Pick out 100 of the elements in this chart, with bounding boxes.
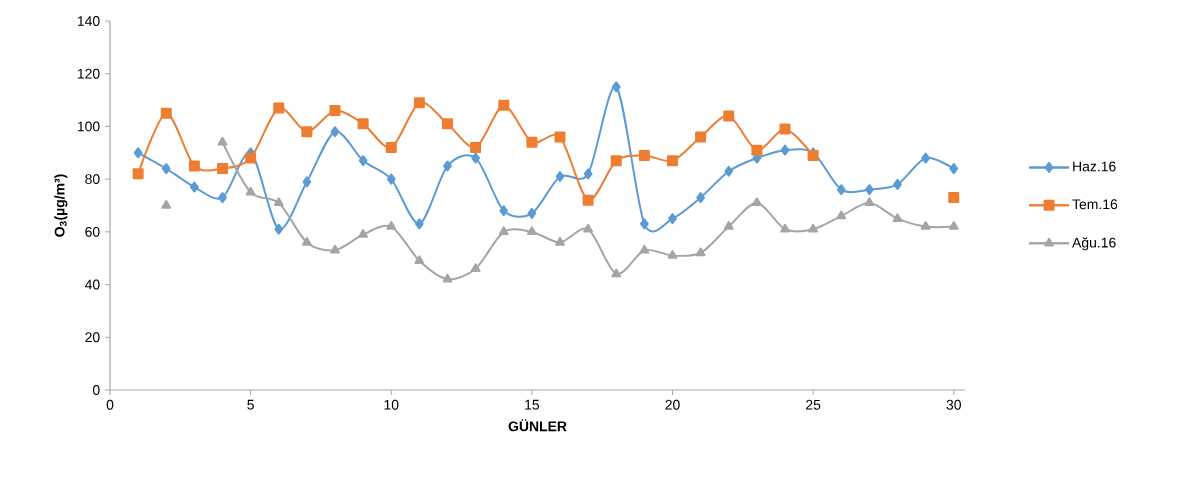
point [413,97,425,109]
point [330,126,340,138]
point [442,273,453,283]
y-tick-label: 120 [77,68,100,79]
point [808,223,819,233]
x-tick-label: 10 [384,399,399,410]
point [273,102,285,114]
point [751,144,763,156]
point [920,221,931,230]
point [695,247,706,257]
point [526,226,537,236]
point [526,136,538,148]
point [780,223,790,233]
point [554,131,566,143]
point [696,192,706,204]
point [470,142,482,154]
point [639,244,650,254]
point [301,126,313,138]
x-tick-label: 25 [806,399,821,410]
y-tick-label: 100 [77,121,100,132]
point [948,192,960,204]
point [498,99,510,111]
x-axis-title: GÜNLER [508,419,567,432]
x-tick-label: 30 [946,399,961,410]
point [330,244,340,254]
point [921,152,931,164]
y-axis-title: O$_{3}$(µg/m³) [54,174,68,237]
point [949,163,959,175]
point [892,213,903,222]
point [724,165,734,177]
point [668,213,677,225]
point [386,173,396,185]
y-tick-label: 60 [85,226,100,237]
point [160,107,172,119]
point [527,207,537,219]
point [640,218,649,230]
point [583,223,594,233]
point [695,131,707,143]
point [470,263,481,273]
point [555,171,565,183]
x-tick-label: 15 [525,399,540,410]
y-tick-label: 80 [85,174,100,185]
point [751,197,762,207]
point [358,228,369,238]
point [611,81,621,93]
point [217,163,228,175]
point [245,186,256,196]
point [471,152,480,164]
point [836,210,847,220]
point [836,184,846,196]
point [948,221,959,230]
point [188,160,200,172]
point [780,144,790,156]
point [582,194,594,206]
y-tick-label: 0 [92,385,100,395]
point [133,147,143,159]
point [386,221,397,230]
point [723,110,735,122]
point [610,155,622,167]
point [865,184,874,196]
point [385,142,397,154]
point [864,197,875,207]
legend-label: Ağu.16 [1072,237,1116,251]
point [329,105,341,117]
x-tick-label: 0 [106,399,114,410]
point [499,205,509,217]
point [611,268,622,278]
point [442,118,453,130]
legend-label: Haz.16 [1073,161,1116,172]
point [723,221,734,230]
point [161,163,171,175]
point [302,176,312,188]
point [893,178,902,190]
point [273,197,284,207]
point [245,152,257,164]
point [190,181,199,193]
point [555,236,565,246]
point [779,123,791,135]
point [638,149,650,161]
legend-label: Tem.16 [1072,199,1118,210]
point [217,136,228,146]
x-tick-label: 20 [665,399,680,410]
point [498,226,509,236]
point [132,168,144,180]
point [583,168,593,180]
y-tick-label: 40 [84,279,100,290]
point [161,200,172,209]
point [667,155,678,167]
point [667,250,678,259]
y-tick-label: 140 [77,16,100,26]
point [357,118,369,130]
x-tick-label: 5 [247,399,254,410]
point [358,155,368,167]
point [218,192,227,204]
point [274,223,284,235]
point [301,236,312,246]
point [414,255,425,265]
y-tick-label: 20 [85,332,100,343]
point [443,160,452,172]
point [415,218,424,230]
